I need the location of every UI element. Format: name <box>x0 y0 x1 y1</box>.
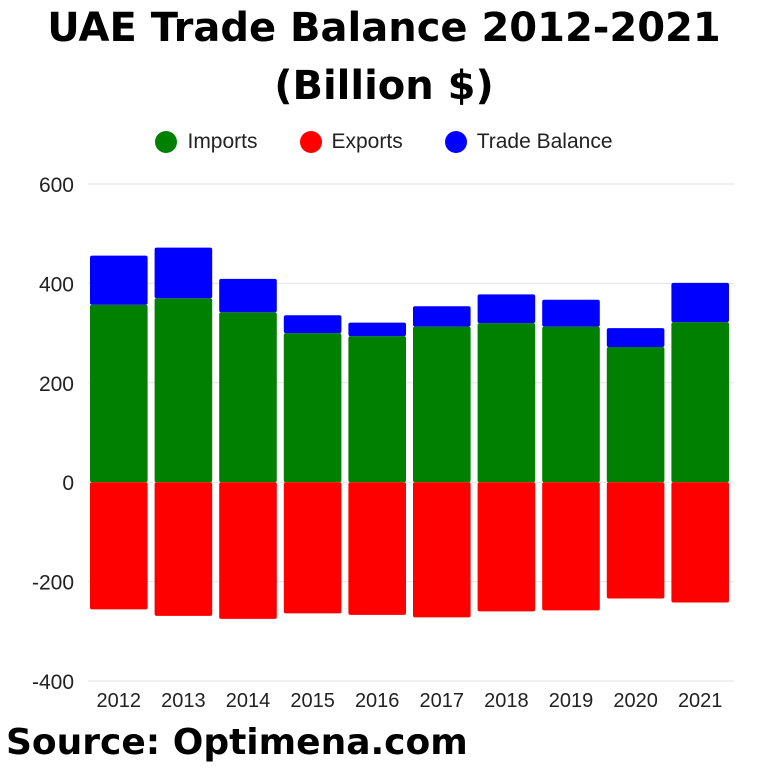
y-tick-label: 0 <box>62 472 74 495</box>
bar-imports <box>283 333 342 483</box>
bar-trade-balance <box>606 328 665 348</box>
legend-label-exports: Exports <box>331 130 403 153</box>
bar-exports <box>542 482 600 611</box>
legend-swatch-trade-balance <box>444 131 467 153</box>
bar-trade-balance <box>154 247 213 299</box>
bar-trade-balance <box>542 299 600 327</box>
bar-imports <box>477 323 536 483</box>
bar-exports <box>606 482 665 599</box>
y-tick-label: 600 <box>39 174 74 197</box>
bar-exports <box>219 482 277 619</box>
bar-trade-balance <box>477 294 536 324</box>
y-tick-label: 200 <box>39 373 74 396</box>
bar-exports <box>348 482 406 615</box>
bar-imports <box>542 326 600 483</box>
bar-exports <box>671 482 729 603</box>
x-tick-label: 2018 <box>484 690 529 712</box>
y-tick-label: -200 <box>32 572 74 595</box>
x-tick-label: 2019 <box>549 690 594 712</box>
y-tick-label: 400 <box>39 273 74 296</box>
bar-exports <box>283 482 342 614</box>
y-tick-label: -400 <box>32 671 74 694</box>
bar-imports <box>606 347 665 483</box>
chart-subtitle: (Billion $) <box>274 63 494 109</box>
bar-imports <box>413 326 471 483</box>
x-tick-label: 2014 <box>226 690 271 712</box>
bar-trade-balance <box>671 282 729 323</box>
bar-imports <box>219 312 277 483</box>
bar-trade-balance <box>413 306 471 327</box>
bar-imports <box>671 322 729 483</box>
chart-title: UAE Trade Balance 2012-2021 <box>47 5 721 51</box>
legend: Imports Exports Trade Balance <box>0 130 768 154</box>
bar-exports <box>477 482 536 612</box>
legend-item-exports[interactable]: Exports <box>299 130 403 154</box>
source-credit: Source: Optimena.com <box>6 722 468 763</box>
bar-trade-balance <box>283 315 342 334</box>
legend-item-imports[interactable]: Imports <box>155 130 258 154</box>
bar-imports <box>348 336 406 483</box>
x-tick-label: 2016 <box>355 690 400 712</box>
bar-exports <box>90 482 148 610</box>
bar-trade-balance <box>219 278 277 313</box>
x-tick-label: 2015 <box>290 690 335 712</box>
bar-imports <box>90 304 148 483</box>
x-tick-label: 2013 <box>161 690 206 712</box>
x-tick-label: 2017 <box>420 690 465 712</box>
bar-trade-balance <box>90 255 148 305</box>
x-tick-label: 2012 <box>97 690 142 712</box>
bar-imports <box>154 298 213 483</box>
legend-label-imports: Imports <box>187 130 258 153</box>
legend-label-trade-balance: Trade Balance <box>476 130 613 153</box>
x-tick-label: 2020 <box>613 690 658 712</box>
legend-swatch-imports <box>155 131 178 153</box>
bar-trade-balance <box>348 322 406 337</box>
x-tick-label: 2021 <box>678 690 723 712</box>
bar-exports <box>413 482 471 618</box>
legend-item-trade-balance[interactable]: Trade Balance <box>444 130 613 154</box>
legend-swatch-exports <box>299 131 322 153</box>
bar-exports <box>154 482 213 616</box>
